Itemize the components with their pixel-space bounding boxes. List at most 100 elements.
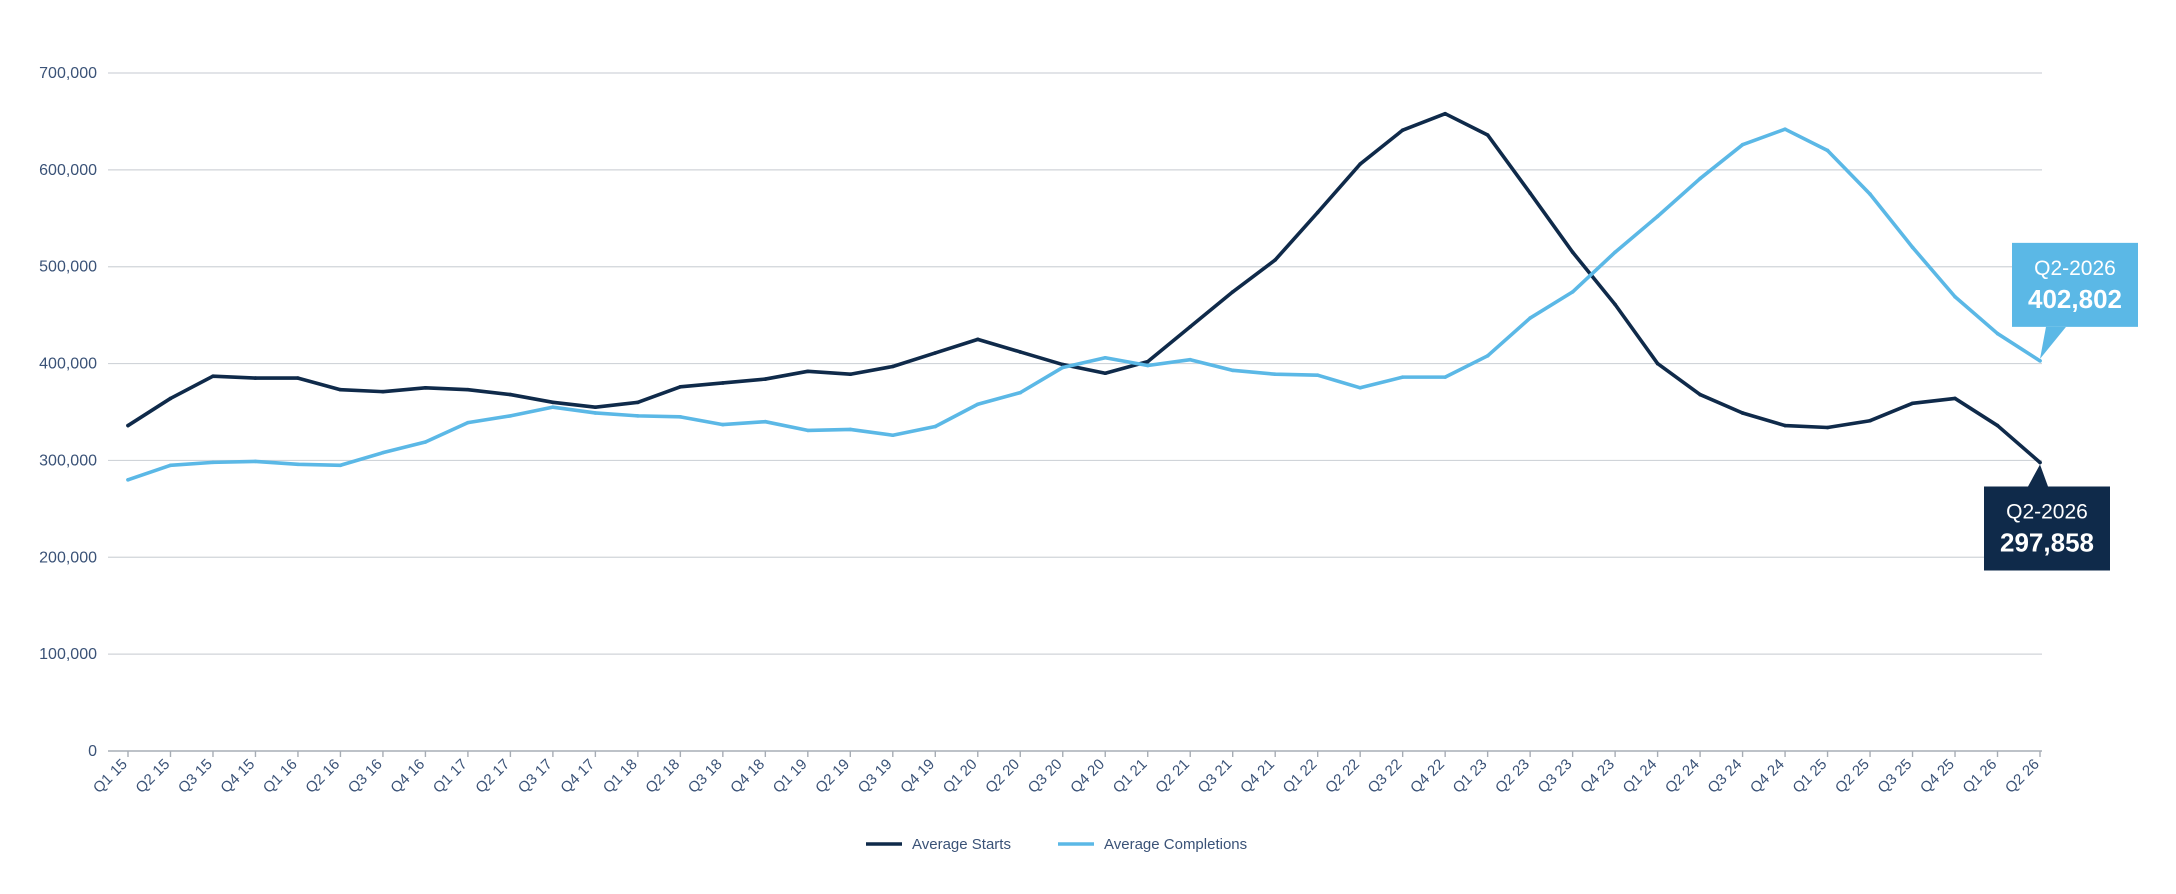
data-point [1443,375,1447,379]
data-point [1655,214,1660,219]
callout-label: Q2-2026 [2034,257,2116,280]
x-tick-label: Q3 25 [1874,756,1915,797]
data-point [466,387,470,392]
data-point [296,462,300,467]
y-tick-label: 400,000 [39,356,97,373]
data-point [1698,176,1702,181]
callout-pointer [2028,464,2048,487]
data-point [381,450,385,455]
data-point [1740,142,1745,147]
data-point [678,415,683,419]
data-point [1783,423,1787,428]
data-point [253,376,258,380]
x-tick-label: Q3 16 [345,756,386,797]
x-tick-label: Q2 24 [1662,756,1703,797]
data-point [381,389,385,394]
x-tick-label: Q2 21 [1152,756,1193,797]
data-point [1485,133,1490,137]
callout-completions: Q2-2026 402,802 [2012,242,2138,359]
data-point [891,433,895,438]
x-tick-label: Q4 25 [1917,756,1958,797]
callout-value: 402,802 [2028,284,2122,314]
data-point [1570,290,1575,294]
x-tick-label: Q2 17 [472,756,513,797]
x-tick-label: Q3 24 [1704,756,1745,797]
data-point [168,396,173,401]
x-tick-label: Q4 21 [1237,756,1278,797]
x-tick-label: Q1 15 [90,756,131,797]
data-point [1443,111,1447,116]
x-tick-label: Q2 18 [642,756,683,797]
legend-item-starts: Average Starts [866,836,1011,853]
data-point [1145,359,1150,364]
data-point [1400,128,1405,132]
data-point [1230,368,1235,373]
x-tick-label: Q3 20 [1025,756,1066,797]
x-tick-label: Q1 18 [600,756,641,797]
y-tick-label: 700,000 [39,65,97,82]
series-line-starts [126,111,2042,465]
x-tick-label: Q4 23 [1577,756,1618,797]
series-line-completions [126,127,2042,482]
callout-label: Q2-2026 [2006,501,2088,524]
x-tick-label: Q3 21 [1195,756,1236,797]
x-tick-label: Q4 20 [1067,756,1108,797]
x-tick-label: Q4 18 [727,756,768,797]
data-point [1783,127,1787,131]
data-point [211,374,215,378]
data-point [933,424,938,429]
data-point [721,381,725,385]
data-point [1188,357,1193,362]
data-point [721,422,725,427]
x-tick-label: Q1 22 [1280,756,1321,797]
data-point [296,376,300,380]
x-tick-label: Q1 16 [260,756,301,797]
data-point [763,419,768,424]
data-point [168,463,173,468]
x-tick-label: Q3 15 [175,756,216,797]
data-point [1273,258,1277,262]
data-point [1655,361,1660,366]
x-tick-label: Q2 19 [812,756,853,797]
data-point [1103,355,1108,360]
x-tick-label: Q3 17 [515,756,556,797]
callout-pointer [2040,326,2066,359]
y-tick-label: 600,000 [39,162,97,179]
y-axis: 0 100,000 200,000 300,000 400,000 500,000 600,… [39,65,97,760]
data-point [1825,425,1830,430]
x-tick-label: Q2 16 [302,756,343,797]
data-point [975,337,980,342]
data-point [423,440,428,444]
data-point [1358,162,1362,166]
data-point [891,364,895,369]
x-tick-label: Q3 19 [855,756,896,797]
data-point [678,385,683,389]
data-point [1358,385,1362,390]
data-point [593,405,598,409]
data-point [848,372,853,377]
data-point [126,478,130,482]
legend-label: Average Starts [912,836,1011,853]
y-tick-label: 200,000 [39,549,97,566]
callout-box [1984,486,2110,571]
data-point [2038,460,2042,465]
callout-starts: Q2-2026 297,858 [1984,464,2110,571]
data-point [1145,363,1150,368]
data-point [1400,375,1405,379]
data-point [763,377,768,381]
data-point [1060,365,1065,370]
data-point [1315,210,1320,215]
data-point [253,459,258,464]
data-point [1825,148,1830,153]
x-tick-label: Q3 22 [1365,756,1406,797]
legend-label: Average Completions [1104,836,1247,853]
data-point [1868,192,1872,196]
data-point [1315,373,1320,377]
data-point [933,351,938,355]
x-tick-label: Q1 17 [430,756,471,797]
data-point [126,423,130,428]
data-point [1995,423,2000,428]
y-tick-label: 300,000 [39,452,97,469]
x-tick-label: Q1 20 [940,756,981,797]
